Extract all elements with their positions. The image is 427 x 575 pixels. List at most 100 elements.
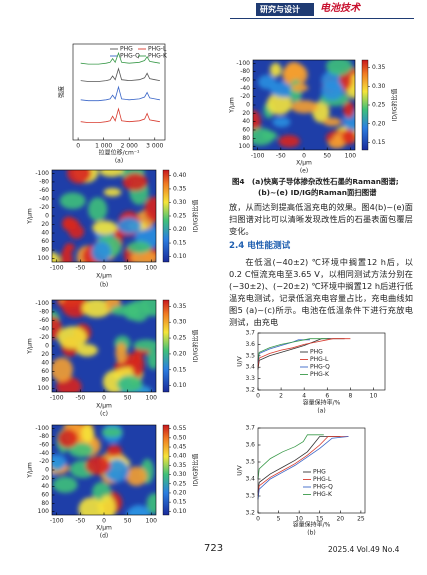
heatmap [253, 60, 355, 150]
legend-label: PHG [120, 46, 133, 53]
heatmap-blobs [253, 60, 355, 149]
x-axis-label: 拉曼位移/cm⁻¹ [99, 149, 140, 157]
plot-frame [252, 59, 356, 151]
heatmap-image [253, 60, 355, 150]
colorbar-tick-label: 0.15 [173, 366, 187, 373]
heatmap-blob [78, 497, 104, 515]
colorbar-tick-label: 0.10 [173, 508, 187, 515]
heatmap-blob [253, 110, 261, 134]
heatmap-blob [290, 100, 319, 114]
y-tick-label: 3.6 [245, 442, 255, 449]
plot-frame [257, 427, 366, 514]
heatmap-blob [146, 493, 156, 515]
y-tick-label: 60 [41, 368, 49, 375]
heatmap-blob [269, 62, 282, 77]
heatmap-blob [52, 251, 60, 262]
heatmap-blob [105, 459, 129, 483]
y-tick-label: 80 [41, 500, 49, 507]
heatmap-blob [52, 454, 67, 470]
y-tick-label: 20 [41, 221, 49, 228]
heatmap-blob [57, 326, 87, 349]
heatmap-blob [122, 173, 148, 191]
x-tick-label: 100 [146, 395, 158, 402]
y-tick-label: 0 [246, 102, 250, 109]
x-tick-label: 100 [345, 153, 357, 160]
y-tick-label: 0 [45, 467, 49, 474]
colorbar-tick-label: 0.20 [173, 489, 187, 496]
heatmap-blob [88, 197, 108, 222]
heatmap-blob [131, 352, 145, 378]
y-tick-label: -100 [35, 300, 49, 307]
heatmap-blob [115, 342, 127, 364]
x-tick-label: 0 [102, 395, 106, 402]
x-tick-label: -50 [276, 153, 286, 160]
x-tick-label: 8 [348, 393, 352, 400]
paragraph: 在低温(−40±2) ℃环境中搁置12 h后，以0.2 C恒流充电至3.65 V… [229, 257, 413, 327]
colorbar-label: ID/IG的比值 [192, 330, 200, 363]
y-tick-label: 20 [242, 110, 250, 117]
x-tick-label: 0 [256, 516, 260, 523]
colorbar-tick-label: 0.10 [173, 253, 187, 260]
y-tick-label: 3.7 [245, 330, 255, 337]
heatmap-blob [133, 339, 156, 351]
x-tick-label: 4 [302, 393, 306, 400]
y-tick-label: -20 [39, 334, 49, 341]
panel-label: (a) [115, 158, 123, 165]
heatmap-blob [59, 192, 86, 210]
x-tick-label: 1 000 [95, 143, 112, 150]
y-tick-label: 3.5 [245, 459, 255, 466]
x-axis-label: X/μm [96, 525, 112, 532]
y-tick-label: -100 [35, 425, 49, 432]
y-axis-label: U/V [237, 355, 244, 366]
colorbar-tick-label: 0.10 [173, 382, 187, 389]
x-tick-label: 0 [102, 265, 106, 272]
x-tick-label: -50 [75, 518, 85, 525]
series-line [257, 434, 324, 480]
heatmap-blob [64, 243, 75, 252]
colorbar-tick-label: 0.25 [173, 335, 187, 342]
legend-label: PHG-K [148, 53, 168, 60]
heatmap-blob [110, 305, 140, 316]
x-tick-label: 50 [124, 265, 132, 272]
y-tick-label: 100 [38, 385, 50, 392]
colorbar-tick-label: 0.25 [372, 102, 386, 109]
colorbar-tick-label: 0.30 [372, 83, 386, 90]
colorbar-tick-label: 0.15 [173, 499, 187, 506]
colorbar-tick-label: 0.40 [173, 172, 187, 179]
x-axis-label: 容量保持率/% [293, 521, 331, 529]
heatmap-blob [125, 466, 147, 487]
x-tick-label: 100 [146, 518, 158, 525]
x-axis-label: X/μm [296, 160, 312, 167]
x-tick-label: 10 [370, 393, 378, 400]
y-axis-label: U/V [237, 464, 244, 475]
colorbar-tick-label: 0.15 [372, 139, 386, 146]
y-axis-label: Y/μm [27, 208, 34, 225]
panel-label: (d) [100, 533, 109, 540]
x-tick-label: -100 [50, 518, 64, 525]
series-line [257, 436, 341, 493]
y-axis-label: 强度 [58, 86, 66, 98]
heatmap-blob [57, 429, 79, 448]
y-axis-label: Y/μm [27, 462, 34, 479]
x-tick-label: 10 [295, 516, 303, 523]
y-tick-label: 3.5 [245, 352, 255, 359]
y-tick-label: 3.2 [245, 510, 255, 517]
heatmap-blob [272, 116, 291, 128]
heatmap-blob [103, 187, 122, 197]
y-tick-label: 0 [45, 343, 49, 350]
colorbar-tick-label: 0.30 [173, 199, 187, 206]
heatmap-blob [321, 80, 344, 101]
colorbar-tick-label: 0.35 [173, 462, 187, 469]
heatmap-blob [68, 224, 85, 239]
legend-label: PHG-Q [120, 53, 140, 60]
colorbar-tick-label: 0.30 [173, 471, 187, 478]
x-tick-label: 50 [323, 153, 331, 160]
figure-caption: (b)~(e) ID/IG的Raman面扫图谱 [258, 188, 377, 197]
colorbar-tick-label: 0.20 [173, 350, 187, 357]
y-tick-label: 80 [242, 135, 250, 142]
x-axis-label: X/μm [96, 403, 112, 410]
x-tick-label: 25 [357, 516, 365, 523]
heatmap-blob [52, 357, 73, 382]
series-line [80, 67, 160, 82]
heatmap-blob [117, 217, 142, 234]
